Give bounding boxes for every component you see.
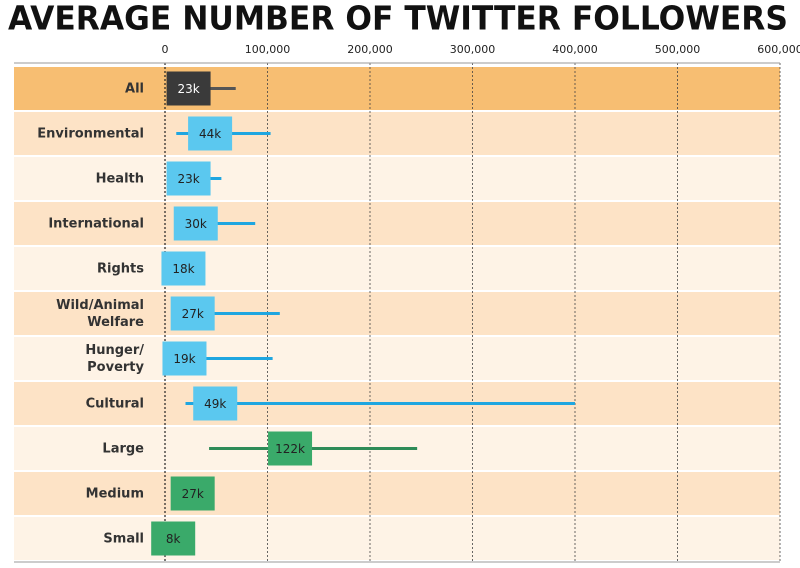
- row-band: [14, 247, 780, 290]
- category-label: Health: [95, 171, 144, 186]
- mean-box: [166, 71, 211, 106]
- x-tick-label: 100,000: [245, 43, 291, 56]
- x-tick-label: 400,000: [552, 43, 598, 56]
- mean-box: [162, 341, 207, 376]
- value-label: 23k: [177, 82, 199, 96]
- mean-box: [161, 251, 206, 286]
- row-band: [14, 67, 780, 110]
- x-tick-label: 200,000: [347, 43, 393, 56]
- mean-box: [166, 161, 211, 196]
- value-label: 18k: [172, 262, 194, 276]
- row-band: [14, 472, 780, 515]
- value-label: 30k: [185, 217, 207, 231]
- mean-box: [173, 206, 218, 241]
- mean-box: [193, 386, 238, 421]
- value-label: 27k: [182, 487, 204, 501]
- mean-box: [268, 431, 313, 466]
- x-tick-label: 600,000: [757, 43, 800, 56]
- row-band: [14, 292, 780, 335]
- value-label: 8k: [166, 532, 181, 546]
- chart-title: AVERAGE NUMBER OF TWITTER FOLLOWERS: [8, 0, 788, 38]
- value-label: 19k: [173, 352, 195, 366]
- mean-box: [151, 521, 196, 556]
- row-band: [14, 337, 780, 380]
- category-label: Environmental: [37, 126, 144, 141]
- category-label: Rights: [97, 261, 144, 276]
- category-label: International: [48, 216, 144, 231]
- value-label: 23k: [177, 172, 199, 186]
- x-tick-label: 0: [162, 43, 169, 56]
- category-label: Hunger/ Poverty: [85, 342, 144, 375]
- category-label: Large: [102, 441, 144, 456]
- category-label: Small: [103, 531, 144, 546]
- mean-box: [170, 296, 215, 331]
- row-band: [14, 202, 780, 245]
- value-label: 27k: [182, 307, 204, 321]
- x-tick-label: 300,000: [450, 43, 496, 56]
- category-label: Medium: [85, 486, 144, 501]
- category-label: Cultural: [85, 396, 144, 411]
- mean-box: [170, 476, 215, 511]
- value-label: 49k: [204, 397, 226, 411]
- value-label: 44k: [199, 127, 221, 141]
- row-band: [14, 517, 780, 560]
- value-label: 122k: [275, 442, 305, 456]
- category-label: Wild/Animal Welfare: [56, 297, 144, 330]
- row-band: [14, 112, 780, 155]
- row-band: [14, 157, 780, 200]
- category-label: All: [125, 81, 144, 96]
- x-tick-label: 500,000: [655, 43, 701, 56]
- mean-box: [188, 116, 233, 151]
